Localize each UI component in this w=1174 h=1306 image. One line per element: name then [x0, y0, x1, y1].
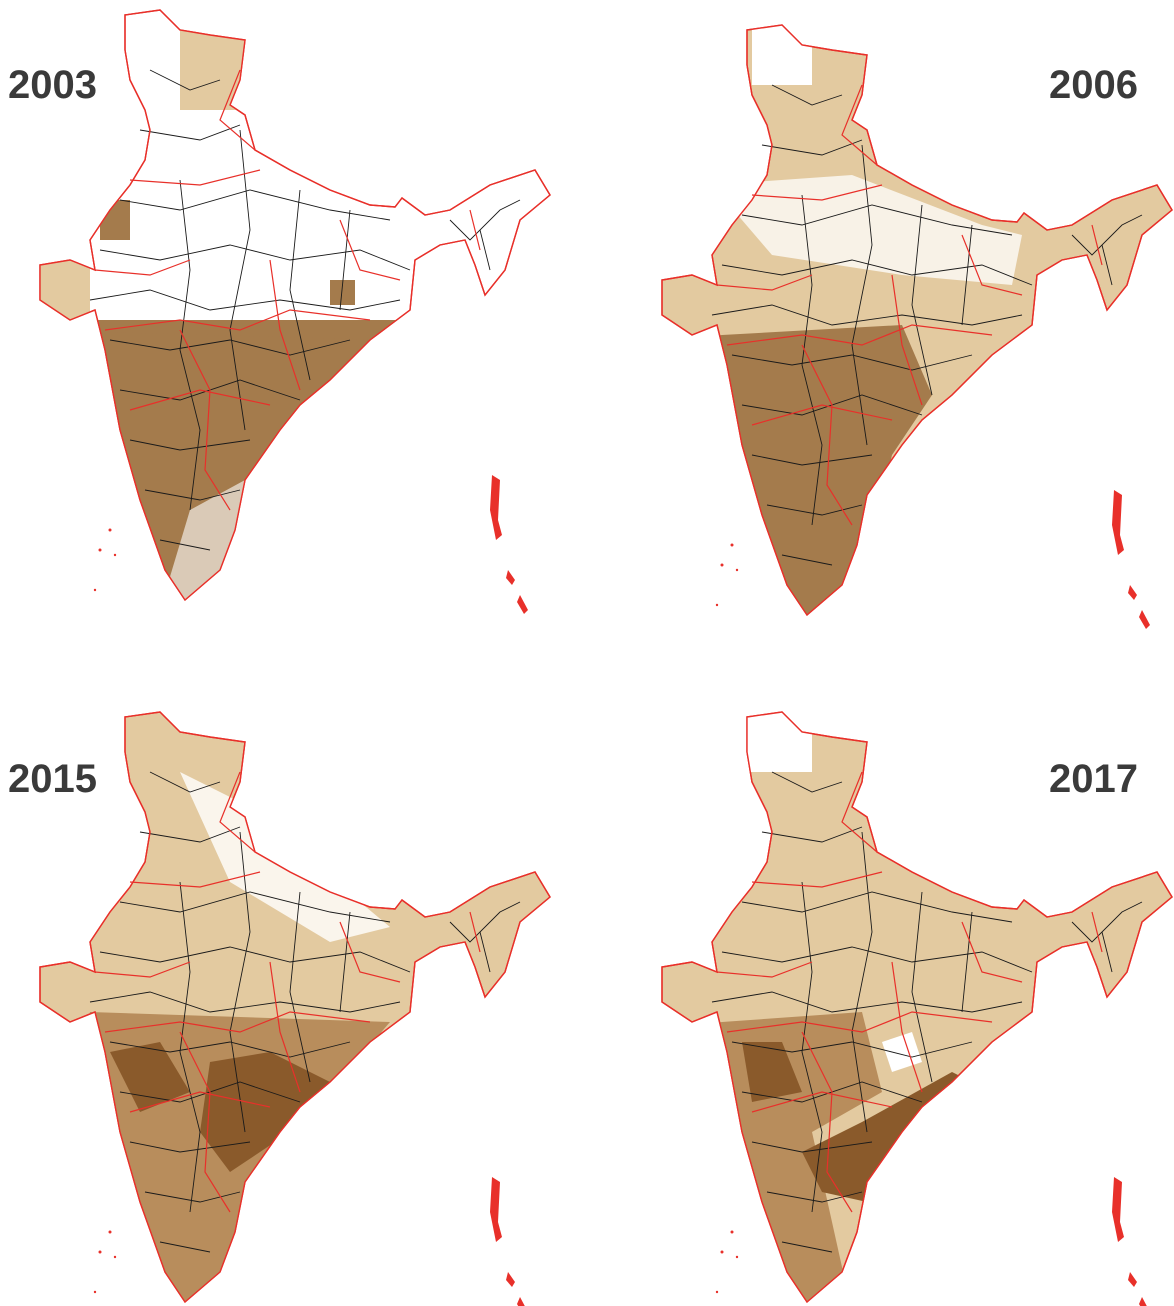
map-2003	[39, 9, 551, 614]
map-2015	[39, 711, 551, 1306]
year-label: 2017	[1049, 757, 1138, 801]
year-label: 2006	[1049, 63, 1138, 107]
map-2006	[661, 24, 1173, 629]
map-2017	[661, 711, 1173, 1306]
year-label: 2003	[8, 63, 97, 107]
year-label: 2015	[8, 757, 97, 801]
